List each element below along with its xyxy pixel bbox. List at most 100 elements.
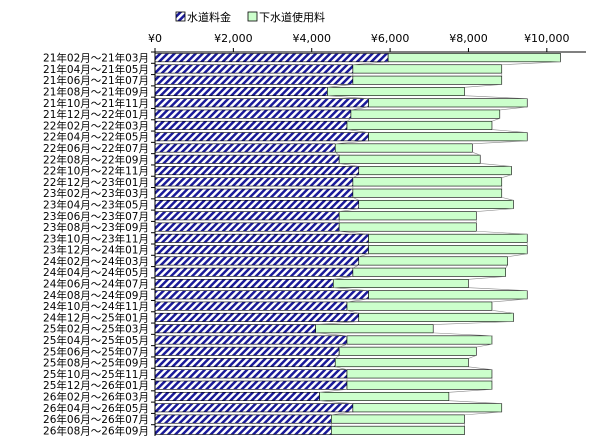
series-line-water bbox=[335, 366, 348, 370]
bar-water-13 bbox=[154, 199, 360, 209]
bar-sewer-1 bbox=[352, 64, 503, 74]
bar-sewer-8 bbox=[334, 143, 473, 153]
series-line-water bbox=[346, 129, 369, 133]
series-line-total bbox=[448, 400, 502, 404]
y-category-label: 23年04月～23年05月 bbox=[43, 198, 149, 211]
series-line-water bbox=[352, 174, 359, 178]
y-category-label: 22年02月～22年03月 bbox=[43, 119, 149, 132]
series-line-total bbox=[501, 174, 512, 178]
bar-water-32 bbox=[154, 414, 332, 424]
y-category-label: 22年10月～22年11月 bbox=[43, 165, 149, 178]
y-category-label: 24年06月～24年07月 bbox=[43, 278, 149, 291]
bars bbox=[154, 53, 561, 435]
series-line-total bbox=[448, 389, 492, 393]
y-category-label: 25年12月～26年01月 bbox=[43, 379, 149, 392]
legend-label-sewer: 下水道使用料 bbox=[259, 10, 325, 24]
x-tick-label: ¥6,000 bbox=[371, 32, 410, 45]
series-line-total bbox=[464, 411, 502, 416]
series-line-total bbox=[507, 253, 528, 258]
series-line-total bbox=[499, 106, 528, 111]
bar-sewer-33 bbox=[331, 425, 465, 435]
legend-swatch-water bbox=[175, 11, 186, 22]
bar-water-19 bbox=[154, 267, 354, 277]
series-line-water bbox=[346, 298, 369, 303]
bar-sewer-0 bbox=[387, 53, 561, 63]
bar-water-3 bbox=[154, 87, 328, 97]
y-category-label: 23年12月～24年01月 bbox=[43, 244, 149, 257]
bar-sewer-10 bbox=[358, 166, 512, 176]
y-category-label: 21年08月～21年09月 bbox=[43, 86, 149, 99]
y-category-label: 25年08月～25年09月 bbox=[43, 357, 149, 370]
bar-water-4 bbox=[154, 98, 369, 108]
series-line-total bbox=[505, 264, 508, 269]
series-line-total bbox=[468, 276, 506, 280]
series-line-total bbox=[472, 140, 528, 145]
series-line-water bbox=[339, 343, 348, 348]
bar-sewer-23 bbox=[358, 312, 514, 322]
series-line-total bbox=[491, 129, 528, 133]
bar-sewer-16 bbox=[368, 233, 528, 243]
y-category-label: 26年04月～26年05月 bbox=[43, 402, 149, 415]
bar-sewer-3 bbox=[327, 87, 465, 97]
series-line-total bbox=[476, 343, 493, 348]
bar-water-18 bbox=[154, 256, 360, 266]
bar-sewer-27 bbox=[334, 358, 469, 368]
series-line-total bbox=[491, 118, 500, 122]
bar-water-7 bbox=[154, 132, 369, 142]
series-line-total bbox=[468, 355, 477, 359]
series-line-total bbox=[501, 197, 514, 201]
bar-sewer-9 bbox=[338, 154, 481, 164]
series-line-water bbox=[358, 253, 369, 258]
series-line-total bbox=[468, 287, 528, 291]
series-line-water bbox=[327, 84, 353, 88]
legend-label-water: 水道料金 bbox=[187, 10, 231, 24]
bar-water-28 bbox=[154, 369, 348, 379]
bar-sewer-29 bbox=[346, 380, 493, 390]
series-line-total bbox=[464, 95, 528, 99]
y-category-label: 22年12月～23年01月 bbox=[43, 176, 149, 189]
bar-water-1 bbox=[154, 64, 354, 74]
series-line-water bbox=[319, 389, 348, 393]
series-line-water bbox=[327, 95, 369, 99]
y-category-label: 23年10月～23年11月 bbox=[43, 232, 149, 245]
y-category-label: 22年08月～22年09月 bbox=[43, 153, 149, 166]
x-tick-label: ¥2,000 bbox=[214, 32, 253, 45]
y-category-label: 24年10月～24年11月 bbox=[43, 300, 149, 313]
y-category-label: 23年02月～23年03月 bbox=[43, 187, 149, 200]
series-line-total bbox=[433, 321, 514, 325]
bar-water-26 bbox=[154, 346, 340, 356]
bar-sewer-32 bbox=[331, 414, 465, 424]
bar-water-2 bbox=[154, 75, 354, 85]
bar-water-23 bbox=[154, 312, 360, 322]
legend-swatch-sewer bbox=[247, 11, 258, 22]
y-category-label: 24年02月～24年03月 bbox=[43, 255, 149, 268]
y-category-label: 22年04月～22年05月 bbox=[43, 131, 149, 144]
bar-sewer-22 bbox=[346, 301, 493, 311]
y-axis: 21年02月～21年03月21年04月～21年05月21年06月～21年07月2… bbox=[43, 51, 156, 437]
series-line-water bbox=[335, 151, 340, 156]
bar-sewer-13 bbox=[358, 199, 514, 209]
bar-sewer-31 bbox=[352, 403, 503, 413]
bar-sewer-6 bbox=[346, 120, 493, 130]
y-category-label: 22年06月～22年07月 bbox=[43, 142, 149, 155]
series-line-water bbox=[339, 163, 359, 167]
y-category-label: 26年06月～26年07月 bbox=[43, 413, 149, 426]
bar-sewer-7 bbox=[368, 132, 528, 142]
series-line-water bbox=[315, 332, 348, 337]
y-category-label: 26年02月～26年03月 bbox=[43, 390, 149, 403]
bar-water-16 bbox=[154, 233, 369, 243]
bar-sewer-14 bbox=[338, 211, 477, 221]
x-tick-label: ¥4,000 bbox=[292, 32, 331, 45]
bar-sewer-28 bbox=[346, 369, 493, 379]
series-line-water bbox=[346, 118, 352, 122]
bar-sewer-26 bbox=[338, 346, 477, 356]
y-category-label: 21年06月～21年07月 bbox=[43, 74, 149, 87]
bar-sewer-21 bbox=[368, 290, 528, 300]
bar-water-14 bbox=[154, 211, 340, 221]
bar-sewer-30 bbox=[319, 391, 450, 401]
series-line-total bbox=[501, 61, 561, 66]
bar-water-8 bbox=[154, 143, 336, 153]
series-line-total bbox=[464, 84, 502, 88]
y-category-label: 24年04月～24年05月 bbox=[43, 266, 149, 279]
